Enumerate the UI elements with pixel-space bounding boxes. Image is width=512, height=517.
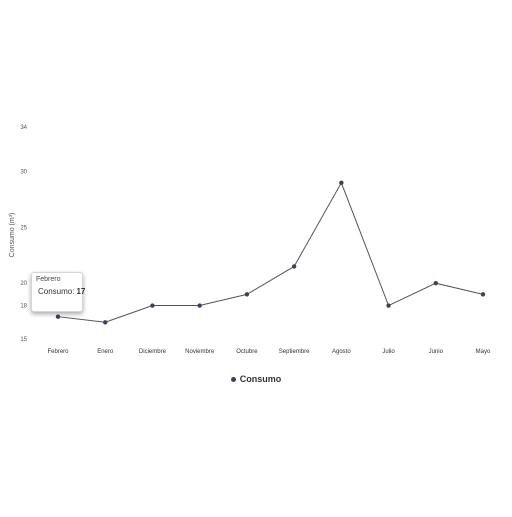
y-axis-tick-labels: 15 18 20 25 30 34 <box>20 125 27 343</box>
data-point[interactable] <box>150 303 155 308</box>
x-tick-label: Agosto <box>332 349 351 355</box>
data-point[interactable] <box>291 264 297 269</box>
y-tick-label: 20 <box>20 281 27 287</box>
legend-label: Consumo <box>239 374 282 384</box>
x-tick-label: Mayo <box>476 349 491 355</box>
data-point[interactable] <box>433 281 438 286</box>
y-tick-label: 30 <box>20 170 27 176</box>
data-point[interactable] <box>197 303 202 308</box>
x-tick-label: Octubre <box>236 349 258 355</box>
tooltip-value: 17 <box>76 287 86 296</box>
data-point[interactable] <box>480 292 486 297</box>
y-tick-label: 25 <box>20 225 27 231</box>
tooltip-title: Febrero <box>36 276 61 283</box>
series-points <box>55 180 486 325</box>
tooltip: Febrero Consumo: 17 <box>31 272 85 312</box>
x-axis-tick-labels: Febrero Enero Diciembre Noviembre Octubre Sep… <box>47 349 491 355</box>
y-tick-label: 34 <box>20 125 27 131</box>
x-tick-label: Noviembre <box>185 349 215 355</box>
data-point[interactable] <box>103 320 108 325</box>
x-tick-label: Febrero <box>47 349 69 355</box>
y-tick-label: 15 <box>20 337 27 343</box>
x-tick-label: Junio <box>429 349 444 355</box>
data-point[interactable] <box>244 292 250 297</box>
x-tick-label: Diciembre <box>139 349 167 355</box>
y-tick-label: 18 <box>20 304 27 310</box>
data-point[interactable] <box>55 314 61 319</box>
y-axis-title: Consumo (m³) <box>9 213 16 258</box>
data-point[interactable] <box>386 303 391 308</box>
series-line-consumo <box>57 181 484 323</box>
tooltip-label: Consumo: <box>38 287 75 296</box>
x-tick-label: Enero <box>97 349 114 355</box>
tooltip-row: Consumo: 17 <box>36 287 85 296</box>
legend[interactable]: Consumo <box>0 374 512 384</box>
x-tick-label: Julio <box>382 349 395 355</box>
x-tick-label: Septiembre <box>279 349 310 355</box>
legend-marker-icon <box>230 377 236 383</box>
data-point[interactable] <box>339 180 344 185</box>
